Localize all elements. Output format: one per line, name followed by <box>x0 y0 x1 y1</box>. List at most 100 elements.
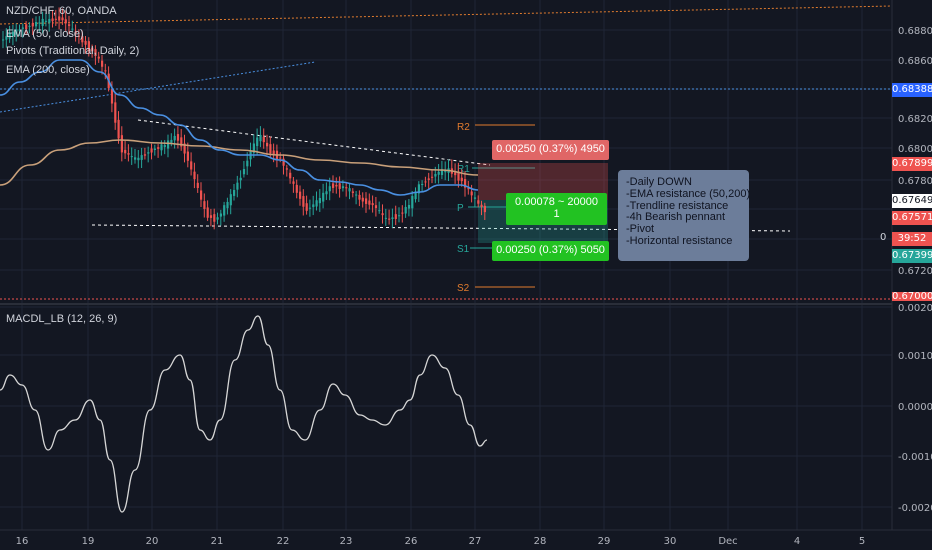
candle-body <box>292 181 295 184</box>
note-line: -EMA resistance (50,200) <box>626 187 751 200</box>
candle-body <box>388 218 391 220</box>
candle-body <box>5 36 8 40</box>
candle-body <box>252 143 255 153</box>
position-stop-box[interactable] <box>492 241 609 261</box>
candle-body <box>332 183 335 188</box>
candle-body <box>11 31 15 37</box>
candle-body <box>206 207 209 218</box>
resistance-trendline[interactable] <box>137 119 491 166</box>
position-entry-label: 0.00078 ~ 20000 1 <box>506 196 607 220</box>
candle-body <box>153 148 156 151</box>
time-axis-label: 22 <box>277 536 290 547</box>
grid <box>0 0 892 530</box>
candle-body <box>143 154 147 156</box>
ema200-legend[interactable]: EMA (200, close) <box>6 64 90 76</box>
candle-body <box>374 205 378 209</box>
candle-body <box>272 150 275 155</box>
candle-body <box>236 182 239 190</box>
candle-body <box>361 197 364 202</box>
candle-body <box>285 168 288 170</box>
candle-body <box>68 24 71 26</box>
candle-body <box>2 39 5 41</box>
candle-body <box>295 184 298 193</box>
candle-body <box>440 169 444 176</box>
candle-body <box>124 149 127 154</box>
candle-body <box>58 16 61 21</box>
candle-body <box>38 22 41 24</box>
candle-body <box>31 23 34 27</box>
candle-body <box>239 177 242 181</box>
candle-body <box>54 18 57 20</box>
note-line: -Daily DOWN <box>626 176 692 188</box>
macd-line <box>0 315 488 513</box>
time-axis-label: 4 <box>794 536 800 547</box>
candle-body <box>345 187 348 189</box>
position-target-box[interactable] <box>492 140 609 160</box>
candle-body <box>279 157 282 159</box>
candle-body <box>77 35 81 37</box>
note-line: -4h Bearish pennant <box>626 211 726 224</box>
candle-body <box>209 215 213 218</box>
macd-legend[interactable]: MACDL_LB (12, 26, 9) <box>6 313 118 325</box>
candle-body <box>130 156 133 158</box>
candle-body <box>308 207 312 209</box>
candle-body <box>256 137 259 147</box>
pivot-p-label: P <box>457 203 464 214</box>
time-axis-label: 28 <box>534 536 547 547</box>
channel-top-line[interactable] <box>0 5 893 25</box>
support-line[interactable] <box>91 224 791 232</box>
candle-body <box>127 153 130 155</box>
macd-axis-label: 0.0000 <box>898 402 932 413</box>
price-tag: 39:52 <box>892 232 932 246</box>
time-axis-label: 19 <box>82 536 95 547</box>
note-line: -Trendline resistance <box>626 199 729 212</box>
analysis-notes[interactable]: -Daily DOWN -EMA resistance (50,200) -Tr… <box>618 170 751 261</box>
candle-body <box>160 144 163 151</box>
symbol-legend[interactable]: NZD/CHF, 60, OANDA <box>6 5 117 17</box>
candle-body <box>444 170 447 173</box>
candle-body <box>427 178 430 180</box>
candle-body <box>315 200 318 207</box>
candle-body <box>137 157 140 161</box>
candle-body <box>213 214 216 222</box>
position-entry-box[interactable] <box>506 193 607 225</box>
ascending-trendline[interactable] <box>0 61 316 113</box>
time-axis-label: 27 <box>469 536 482 547</box>
macd-axis[interactable]: 0.0020 0.0010 0.0000 -0.0010 -0.0020 <box>898 303 932 514</box>
candle-body <box>84 40 87 45</box>
time-axis[interactable]: 16 19 20 21 22 23 26 27 28 29 30 Dec 4 5 <box>16 536 866 547</box>
ema50-legend[interactable]: EMA (50, close) <box>6 28 84 40</box>
price-tag-prefix: 0 <box>880 232 887 243</box>
candle-body <box>457 171 460 181</box>
candle-body <box>259 134 262 142</box>
macd-axis-label: 0.0010 <box>898 351 932 362</box>
candle-body <box>157 147 160 149</box>
candle-body <box>203 201 206 209</box>
candle-body <box>477 200 480 204</box>
candle-body <box>348 188 351 192</box>
candle-body <box>71 28 74 30</box>
candle-body <box>180 137 183 147</box>
candle-body <box>101 60 104 67</box>
candle-body <box>41 18 44 26</box>
candle-body <box>358 194 361 200</box>
price-tag: 0.67399 <box>892 249 932 263</box>
candle-body <box>176 134 180 141</box>
candle-body <box>190 161 193 170</box>
position-entry-label-line2: 1 <box>553 208 560 220</box>
time-axis-label: 16 <box>16 536 29 547</box>
candle-body <box>460 177 463 182</box>
pivots-legend[interactable]: Pivots (Traditional, Daily, 2) <box>6 45 140 57</box>
candle-body <box>193 171 196 180</box>
candle-body <box>233 190 236 196</box>
candle-body <box>104 70 107 72</box>
candle-body <box>226 201 229 209</box>
candle-body <box>18 29 21 31</box>
candle-body <box>35 22 38 27</box>
candle-body <box>305 203 308 211</box>
time-axis-label: 30 <box>664 536 677 547</box>
price-tag: 0.67899 <box>892 157 932 171</box>
